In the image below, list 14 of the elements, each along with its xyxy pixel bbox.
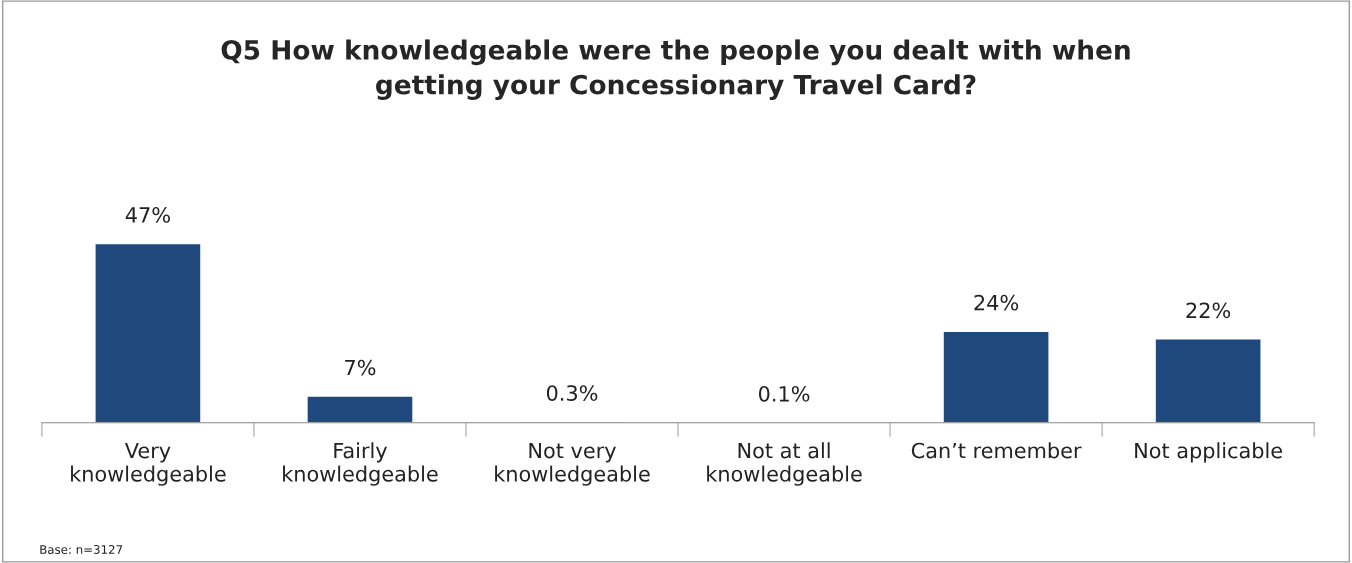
data-label: 47%: [125, 207, 170, 223]
x-tick-label: Very knowledgeable: [71, 442, 226, 486]
x-tick-label: Not applicable: [1135, 442, 1282, 463]
data-label: 0.3%: [546, 385, 598, 401]
x-tick-label: Fairly knowledgeable: [283, 442, 438, 486]
data-label: 7%: [345, 359, 376, 376]
data-label: 22%: [1186, 302, 1231, 319]
text: Base: n=3127: [40, 545, 123, 554]
x-tick-label: Not very knowledgeable: [495, 442, 650, 486]
x-tick-label: Not at all knowledgeable: [707, 442, 862, 486]
data-label: 24%: [974, 294, 1019, 311]
data-label: 0.1%: [758, 385, 810, 402]
x-tick-label: Can’t remember: [911, 442, 1082, 459]
chart-title: Q5 How knowledgeable were the people you dealt with when getting your Concessionary Travel Card?: [221, 39, 1130, 100]
